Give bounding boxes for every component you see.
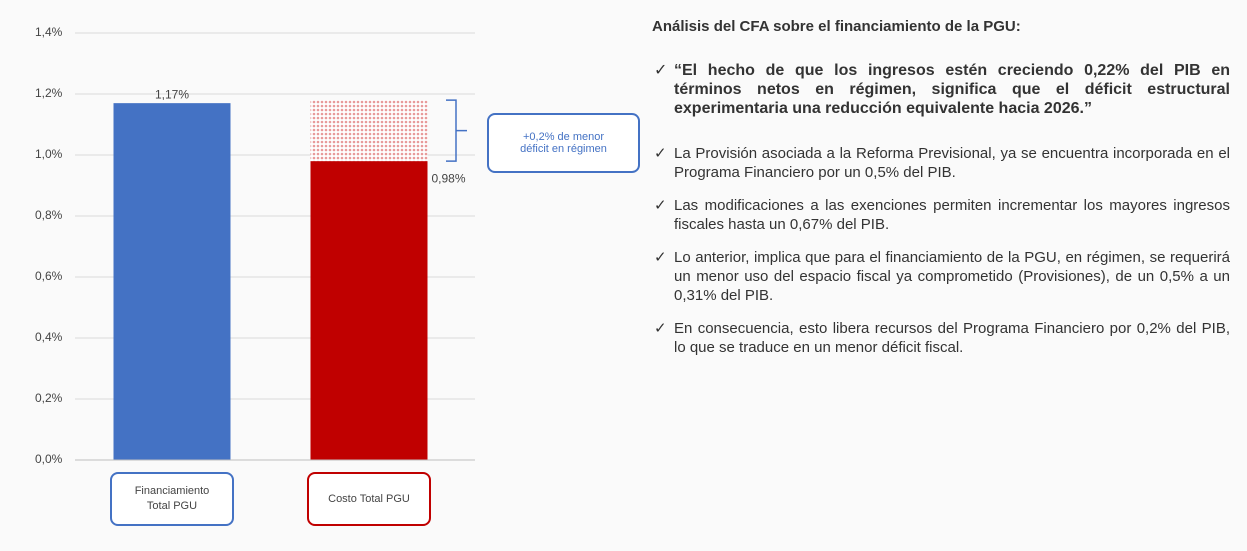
bar: [113, 103, 231, 461]
bullet: En consecuencia, esto libera recursos de…: [652, 319, 1230, 357]
category-box: Financiamiento Total PGU: [110, 472, 234, 526]
hatched-segment: [310, 100, 428, 162]
y-tick-label: 1,4%: [35, 25, 63, 39]
y-tick-label: 1,2%: [35, 86, 63, 100]
annotation-box: +0,2% de menor déficit en régimen: [487, 113, 640, 173]
bullet: Lo anterior, implica que para el financi…: [652, 248, 1230, 305]
y-tick-label: 0,4%: [35, 330, 63, 344]
chart: 0,0% 0,2% 0,4% 0,6% 0,8% 1,0% 1,2% 1,4% 1,17% 0,9…: [35, 25, 475, 466]
y-tick-label: 1,0%: [35, 147, 63, 161]
bullet: La Provisión asociada a la Reforma Previ…: [652, 144, 1230, 182]
y-tick-label: 0,0%: [35, 452, 63, 466]
analysis-panel: Análisis del CFA sobre el financiamiento…: [652, 18, 1230, 371]
bullet: “El hecho de que los ingresos estén crec…: [652, 61, 1230, 118]
value-label: 1,17%: [155, 87, 189, 101]
bracket: [446, 99, 467, 162]
bar: [310, 161, 428, 460]
bullet: Las modificaciones a las exenciones perm…: [652, 196, 1230, 234]
panel-heading: Análisis del CFA sobre el financiamiento…: [652, 18, 1021, 35]
category-box: Costo Total PGU: [307, 472, 431, 526]
value-label: 0,98%: [432, 171, 466, 185]
y-tick-label: 0,2%: [35, 391, 63, 405]
y-tick-label: 0,6%: [35, 269, 63, 283]
bullet-list: “El hecho de que los ingresos estén crec…: [652, 61, 1230, 357]
y-tick-label: 0,8%: [35, 208, 63, 222]
